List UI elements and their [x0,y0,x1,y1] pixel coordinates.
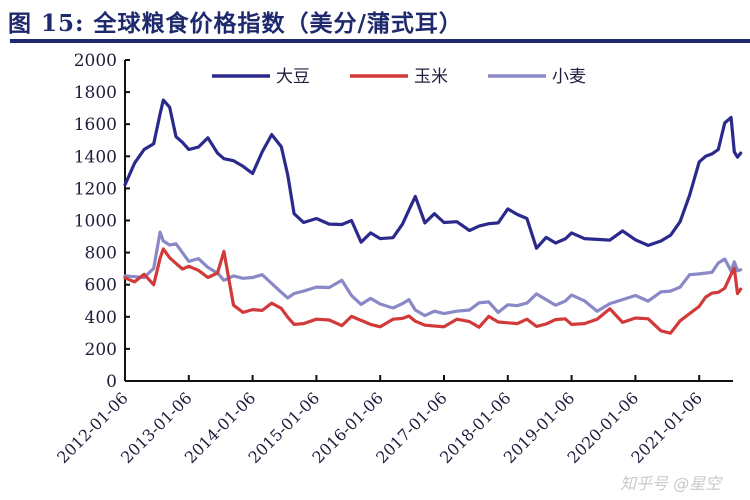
legend-label-soybean: 大豆 [276,67,310,87]
series-layer [123,98,743,335]
y-tick-label: 1200 [74,179,117,199]
watermark: 知乎号 @星空 [620,474,722,493]
y-tick-label: 400 [85,308,117,328]
figure-title: 图 15: 全球粮食价格指数（美分/蒲式耳） [8,10,463,37]
y-tick-label: 1800 [74,83,117,103]
y-tick-label: 200 [85,340,117,360]
legend-label-corn: 玉米 [414,67,448,87]
y-tick-label: 1400 [74,147,117,167]
y-tick-label: 0 [106,372,117,392]
y-tick-label: 800 [85,244,117,264]
legend: 大豆 玉米 小麦 [212,67,586,87]
y-tick-label: 2000 [74,51,117,71]
series-line-wheat [123,230,743,318]
y-tick-label: 1000 [74,212,117,232]
legend-label-wheat: 小麦 [552,67,586,87]
y-tick-label: 1600 [74,115,117,135]
y-tick-label: 600 [85,276,117,296]
title-divider [10,39,750,43]
series-line-soybean [123,98,743,250]
series-line-corn [123,247,743,335]
